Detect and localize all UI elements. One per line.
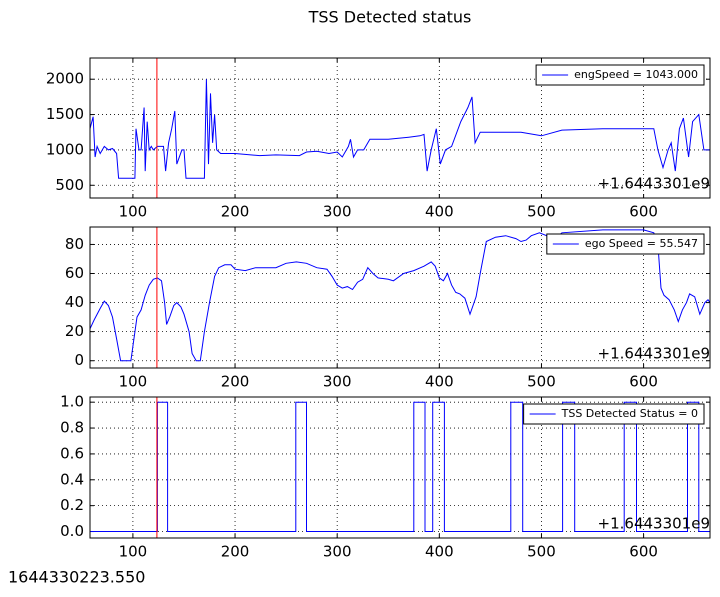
x-tick-label: 200 bbox=[221, 373, 250, 391]
y-tick-label: 1.0 bbox=[60, 393, 84, 411]
x-tick-label: 500 bbox=[527, 203, 556, 221]
legend: engSpeed = 1043.000 bbox=[535, 64, 705, 86]
data-line bbox=[90, 401, 710, 532]
y-tick-label: 40 bbox=[65, 293, 84, 311]
legend-label: ego Speed = 55.547 bbox=[585, 237, 698, 250]
y-tick-label: 500 bbox=[55, 176, 84, 194]
y-tick-label: 1000 bbox=[46, 140, 84, 158]
x-tick-label: 400 bbox=[425, 543, 454, 561]
x-tick-label: 500 bbox=[527, 373, 556, 391]
y-tick-label: 0 bbox=[74, 351, 84, 369]
x-tick-label: 200 bbox=[221, 543, 250, 561]
data-line bbox=[90, 79, 710, 179]
timestamp: 1644330223.550 bbox=[8, 568, 145, 587]
offset-text: +1.6443301e9 bbox=[598, 345, 710, 363]
y-tick-label: 1500 bbox=[46, 105, 84, 123]
y-tick-label: 0.0 bbox=[60, 522, 84, 540]
y-tick-label: 0.6 bbox=[60, 444, 84, 462]
data-line bbox=[90, 229, 710, 362]
offset-text: +1.6443301e9 bbox=[598, 515, 710, 533]
axes-frame bbox=[89, 396, 711, 539]
x-tick-label: 400 bbox=[425, 373, 454, 391]
x-tick-label: 400 bbox=[425, 203, 454, 221]
legend: ego Speed = 55.547 bbox=[546, 233, 705, 255]
y-tick-label: 0.8 bbox=[60, 419, 84, 437]
y-tick-label: 60 bbox=[65, 264, 84, 282]
axes-frame bbox=[89, 57, 711, 199]
x-tick-label: 100 bbox=[119, 373, 148, 391]
x-tick-label: 500 bbox=[527, 543, 556, 561]
y-tick-label: 0.2 bbox=[60, 496, 84, 514]
x-tick-label: 300 bbox=[323, 543, 352, 561]
x-tick-label: 600 bbox=[629, 373, 658, 391]
x-tick-label: 200 bbox=[221, 203, 250, 221]
x-tick-label: 300 bbox=[323, 373, 352, 391]
legend-box bbox=[535, 64, 705, 86]
offset-text: +1.6443301e9 bbox=[598, 175, 710, 193]
x-tick-label: 100 bbox=[119, 203, 148, 221]
x-tick-label: 600 bbox=[629, 203, 658, 221]
figure-title: TSS Detected status bbox=[308, 8, 472, 27]
legend-box bbox=[523, 403, 705, 425]
x-tick-label: 600 bbox=[629, 543, 658, 561]
axes-frame bbox=[89, 226, 711, 369]
x-tick-label: 300 bbox=[323, 203, 352, 221]
y-tick-label: 0.4 bbox=[60, 470, 84, 488]
legend-label: engSpeed = 1043.000 bbox=[574, 68, 698, 81]
y-tick-label: 2000 bbox=[46, 70, 84, 88]
y-tick-label: 80 bbox=[65, 235, 84, 253]
x-tick-label: 100 bbox=[119, 543, 148, 561]
legend-box bbox=[546, 233, 705, 255]
legend-label: TSS Detected Status = 0 bbox=[561, 407, 698, 420]
legend: TSS Detected Status = 0 bbox=[523, 403, 705, 425]
y-tick-label: 20 bbox=[65, 322, 84, 340]
